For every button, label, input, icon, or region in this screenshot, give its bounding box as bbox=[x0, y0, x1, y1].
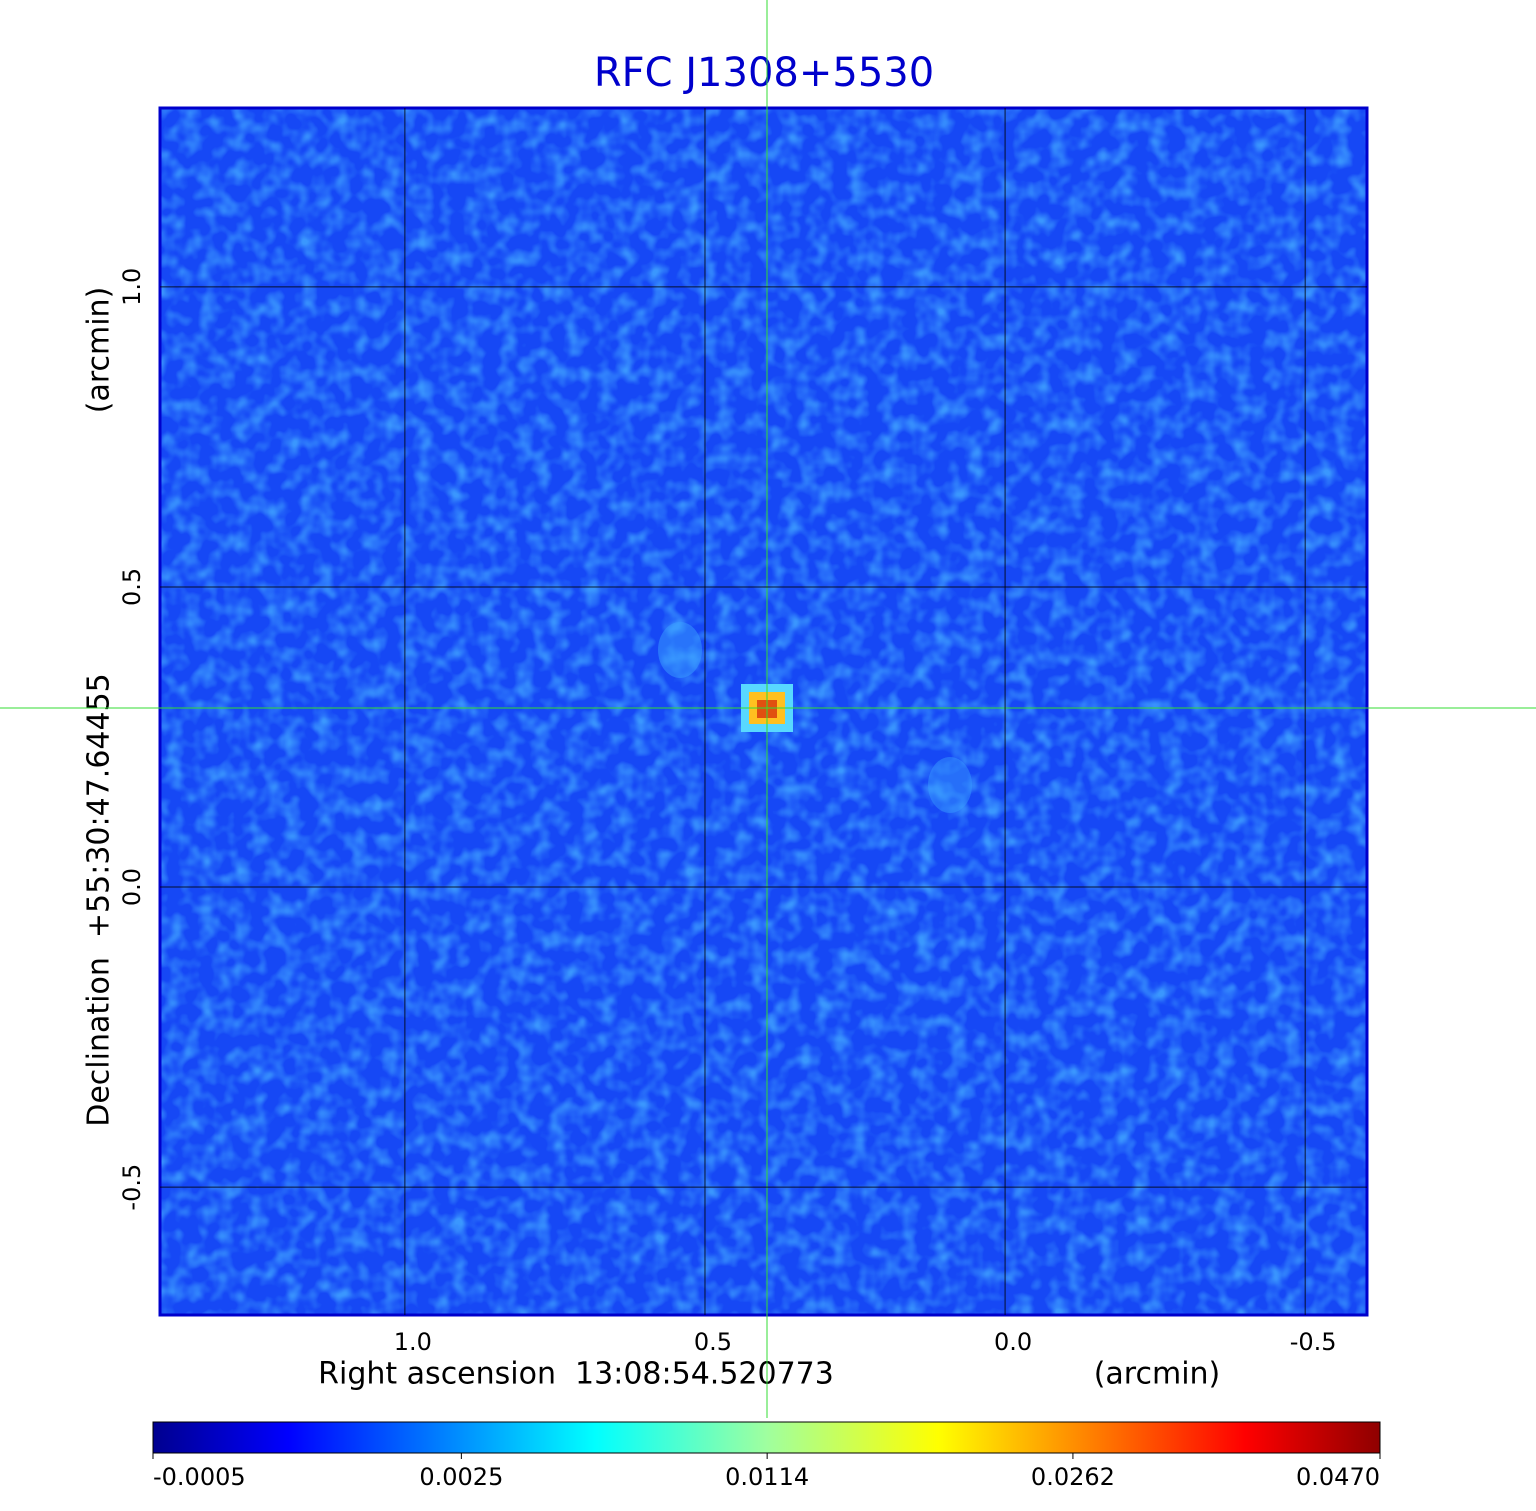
y-tick-label: 0.0 bbox=[118, 868, 146, 906]
colorbar bbox=[152, 1421, 1381, 1454]
y-axis-label: Declination +55:30:47.64455 bbox=[82, 673, 117, 1127]
y-tick-label: -0.5 bbox=[118, 1164, 146, 1211]
x-axis-label: Right ascension 13:08:54.520773 bbox=[318, 1357, 834, 1392]
colorbar-tick-label: 0.0114 bbox=[725, 1463, 809, 1491]
source-feature bbox=[658, 622, 702, 678]
colorbar-tick-label: 0.0025 bbox=[419, 1463, 503, 1491]
chart-title: RFC J1308+5530 bbox=[594, 50, 934, 96]
y-tick-label: 1.0 bbox=[118, 268, 146, 306]
colorbar-tick-label: -0.0005 bbox=[153, 1463, 246, 1491]
y-tick-label: 0.5 bbox=[118, 568, 146, 606]
colorbar-tick-label: 0.0262 bbox=[1031, 1463, 1115, 1491]
source-feature bbox=[928, 757, 972, 813]
x-tick-label: 1.0 bbox=[394, 1328, 432, 1356]
x-axis-unit: (arcmin) bbox=[1094, 1357, 1221, 1392]
x-tick-label: -0.5 bbox=[1290, 1328, 1337, 1356]
image-frame bbox=[158, 106, 1369, 1317]
sky-image bbox=[158, 106, 1369, 1317]
x-tick-label: 0.5 bbox=[694, 1328, 732, 1356]
x-tick-label: 0.0 bbox=[994, 1328, 1032, 1356]
colorbar-tick-label: 0.0470 bbox=[1296, 1463, 1380, 1491]
y-axis-unit: (arcmin) bbox=[82, 287, 117, 414]
